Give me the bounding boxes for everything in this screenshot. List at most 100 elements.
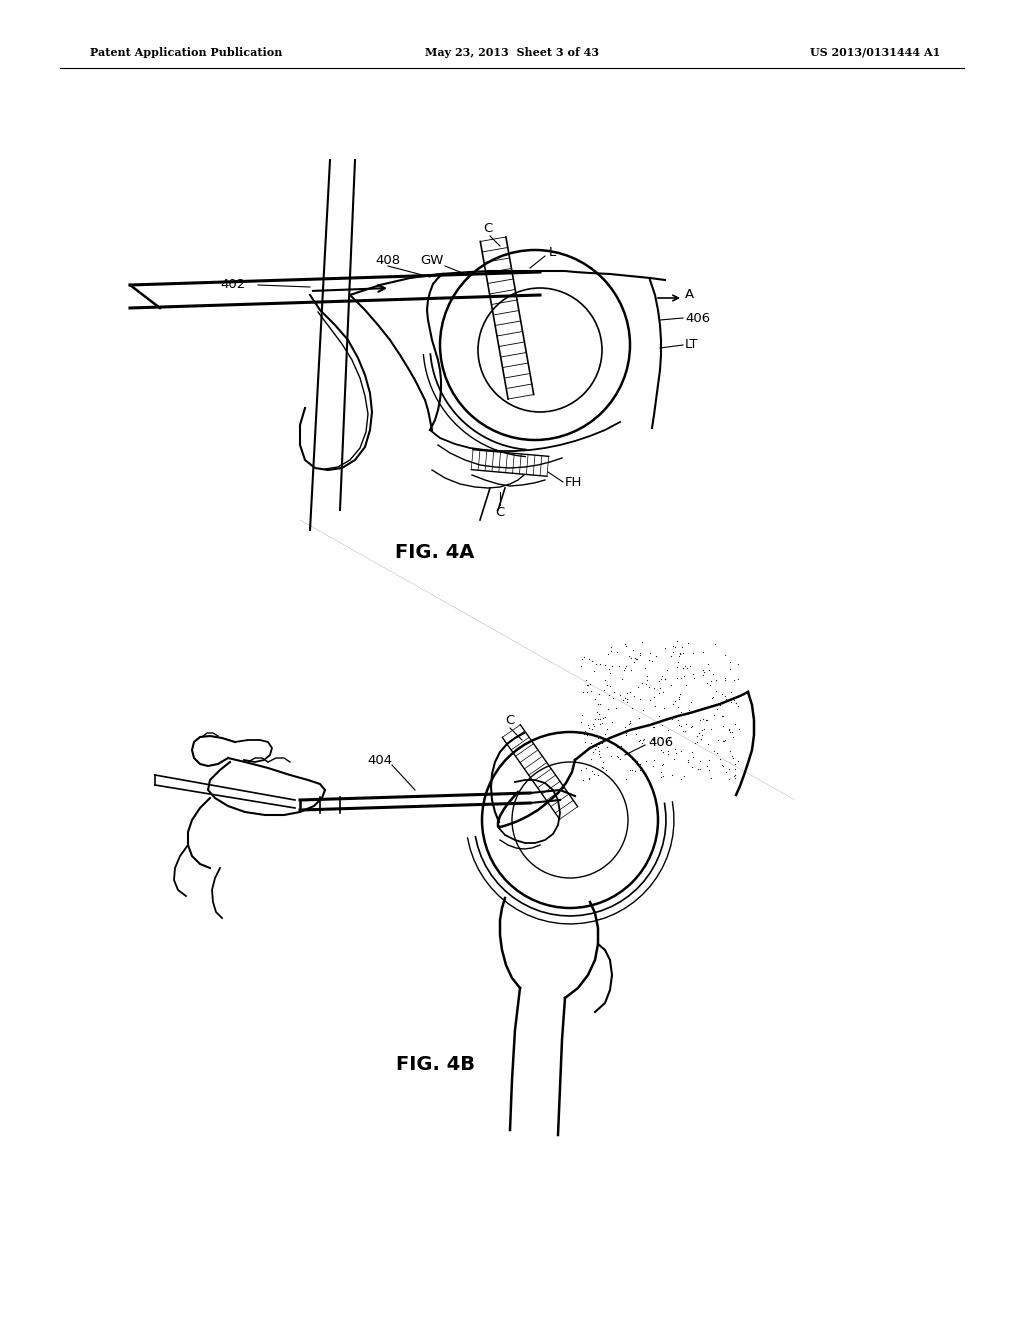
Text: FIG. 4A: FIG. 4A	[395, 543, 475, 561]
Point	[691, 710, 708, 731]
Point	[714, 754, 730, 775]
Point	[673, 768, 689, 789]
Point	[591, 734, 607, 755]
Point	[687, 733, 703, 754]
Point	[650, 671, 667, 692]
Point	[665, 635, 681, 656]
Point	[629, 648, 645, 669]
Point	[638, 673, 654, 694]
Point	[642, 642, 658, 663]
Point	[730, 696, 746, 717]
Point	[724, 746, 740, 767]
Text: 402: 402	[220, 279, 246, 292]
Point	[666, 642, 682, 663]
Point	[663, 645, 679, 667]
Point	[656, 668, 673, 689]
Point	[590, 709, 606, 730]
Point	[716, 731, 732, 752]
Point	[586, 661, 602, 682]
Point	[712, 694, 728, 715]
Point	[585, 713, 601, 734]
Point	[645, 729, 662, 750]
Point	[692, 759, 709, 780]
Point	[617, 635, 634, 656]
Point	[590, 693, 606, 714]
Point	[572, 760, 589, 781]
Point	[657, 668, 674, 689]
Point	[622, 759, 638, 780]
Point	[581, 717, 597, 738]
Point	[673, 715, 689, 737]
Text: A: A	[685, 289, 694, 301]
Point	[632, 644, 648, 665]
Point	[597, 669, 613, 690]
Point	[667, 636, 683, 657]
Point	[715, 715, 731, 737]
Point	[699, 653, 716, 675]
Point	[684, 756, 700, 777]
Point	[584, 681, 600, 702]
Point	[715, 755, 731, 776]
Point	[584, 649, 600, 671]
Text: 404: 404	[368, 754, 392, 767]
Point	[613, 735, 630, 756]
Point	[632, 689, 648, 710]
Text: LT: LT	[685, 338, 698, 351]
Point	[674, 636, 690, 657]
Point	[599, 737, 615, 758]
Point	[660, 719, 677, 741]
Point	[710, 698, 726, 719]
Point	[635, 729, 651, 750]
Point	[683, 742, 699, 763]
Point	[655, 752, 672, 774]
Point	[592, 693, 608, 714]
Point	[616, 657, 633, 678]
Point	[673, 741, 689, 762]
Point	[587, 763, 603, 784]
Point	[685, 643, 701, 664]
Point	[730, 653, 746, 675]
Point	[659, 743, 676, 764]
Point	[608, 698, 625, 719]
Point	[669, 668, 685, 689]
Point	[688, 731, 705, 752]
Point	[650, 682, 667, 704]
Point	[635, 760, 651, 781]
Point	[726, 669, 742, 690]
Point	[641, 649, 657, 671]
Point	[594, 756, 610, 777]
Point	[616, 717, 633, 738]
Point	[635, 700, 651, 721]
Point	[717, 644, 733, 665]
Point	[623, 647, 639, 668]
Text: 406: 406	[685, 312, 710, 325]
Point	[584, 718, 600, 739]
Point	[689, 758, 706, 779]
Point	[672, 682, 688, 704]
Point	[577, 731, 593, 752]
Point	[590, 764, 606, 785]
Point	[727, 692, 743, 713]
Point	[632, 759, 648, 780]
Point	[712, 748, 728, 770]
Point	[671, 686, 687, 708]
Point	[717, 730, 733, 751]
Point	[691, 723, 708, 744]
Point	[667, 690, 683, 711]
Point	[594, 733, 610, 754]
Point	[727, 754, 743, 775]
Point	[726, 759, 742, 780]
Point	[698, 756, 715, 777]
Point	[722, 652, 738, 673]
Point	[626, 685, 642, 706]
Point	[654, 681, 671, 702]
Point	[692, 750, 709, 771]
Point	[722, 659, 738, 680]
Point	[598, 760, 614, 781]
Point	[591, 741, 607, 762]
Point	[659, 741, 676, 762]
Point	[695, 709, 712, 730]
Point	[670, 652, 686, 673]
Point	[634, 673, 650, 694]
Text: FH: FH	[565, 475, 583, 488]
